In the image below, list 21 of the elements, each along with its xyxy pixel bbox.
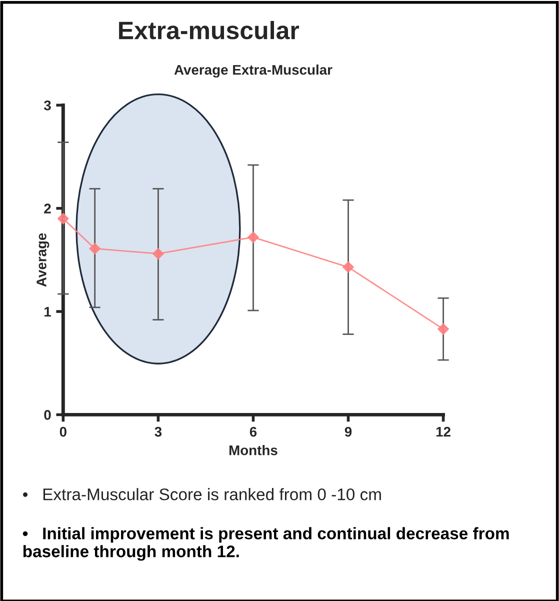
point [438,323,449,335]
point [342,262,354,273]
x-tick-label: 6 [250,426,257,437]
text: • Initial improvement is present and continual decrease from baseline through month 12. [22,527,509,561]
y-tick-label: 0 [44,410,51,420]
chart-subtitle: Average Extra-Muscular [174,64,332,78]
point [58,213,69,224]
chart-title: Extra-muscular [119,20,300,40]
y-tick-label: 2 [44,204,51,214]
x-tick-label: 3 [154,426,162,437]
x-tick-label: 0 [60,426,66,437]
x-tick-label: 12 [436,426,450,437]
x-tick-label: 9 [344,426,352,437]
y-axis-title: Average [36,233,50,287]
text: • Extra-Muscular Score is ranked from 0 -10 cm [23,488,381,500]
y-tick-label: 1 [44,306,51,317]
point [89,242,100,254]
point [152,248,164,260]
y-tick-label: 3 [44,100,51,110]
point [248,232,259,243]
x-axis-title: Months [229,445,278,456]
